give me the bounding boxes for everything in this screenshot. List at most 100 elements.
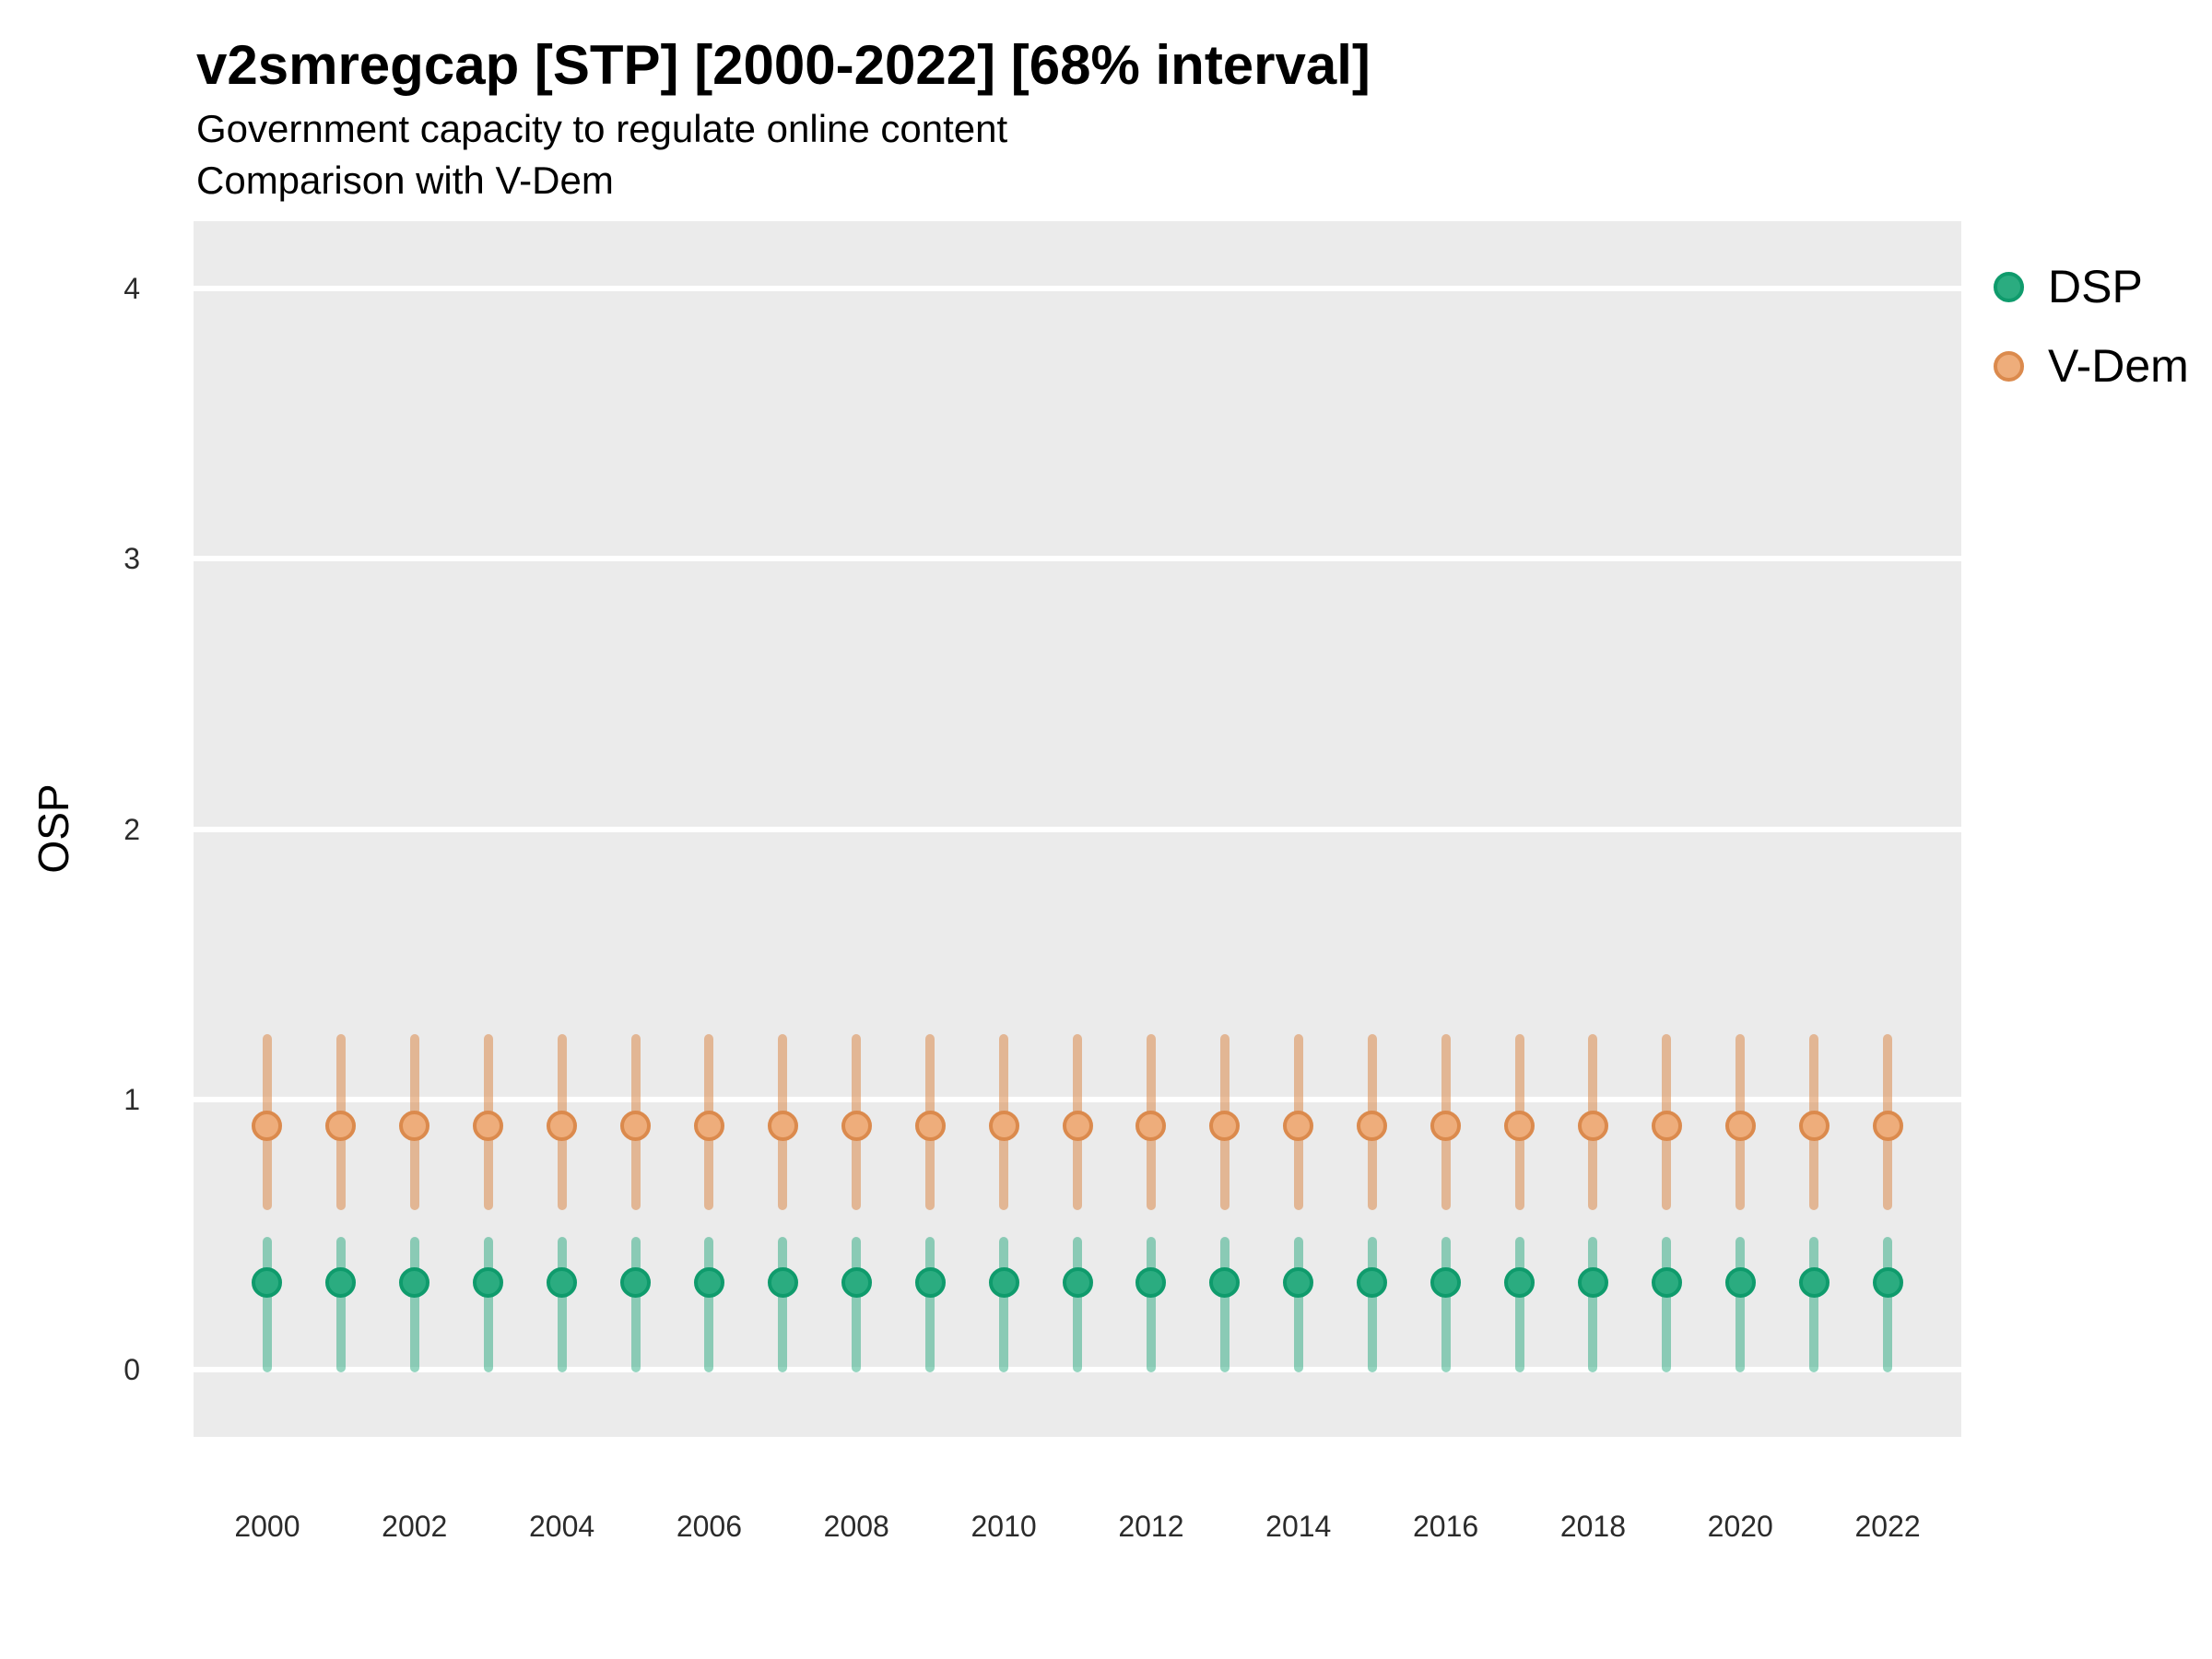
v-dem-point-2019 xyxy=(1651,1111,1682,1142)
v-dem-point-2007 xyxy=(767,1111,798,1142)
v-dem-point-2003 xyxy=(473,1111,504,1142)
v-dem-point-2020 xyxy=(1724,1111,1756,1142)
x-tick-label-2022: 2022 xyxy=(1854,1510,1921,1543)
plot-panel xyxy=(194,221,1961,1437)
x-tick-label-2010: 2010 xyxy=(971,1510,1037,1543)
v-dem-point-2018 xyxy=(1577,1111,1608,1142)
y-tick-label-0: 0 xyxy=(124,1352,140,1386)
dsp-interval-2006 xyxy=(704,1237,714,1372)
x-tick-label-2006: 2006 xyxy=(676,1510,742,1543)
x-tick-label-2008: 2008 xyxy=(823,1510,889,1543)
dsp-point-2019 xyxy=(1651,1267,1682,1299)
v-dem-point-2015 xyxy=(1357,1111,1388,1142)
dsp-interval-2011 xyxy=(1073,1237,1082,1372)
gridline-y-0 xyxy=(194,1366,1961,1372)
dsp-interval-2009 xyxy=(925,1237,935,1372)
dsp-interval-2016 xyxy=(1441,1237,1451,1372)
dsp-interval-2004 xyxy=(557,1237,567,1372)
dsp-interval-2000 xyxy=(262,1237,272,1372)
dsp-interval-2018 xyxy=(1588,1237,1598,1372)
dsp-point-2018 xyxy=(1577,1267,1608,1299)
dsp-interval-2008 xyxy=(852,1237,862,1372)
x-tick-label-2000: 2000 xyxy=(234,1510,300,1543)
dsp-point-2016 xyxy=(1430,1267,1462,1299)
chart-subtitle: Government capacity to regulate online c… xyxy=(196,107,1008,150)
dsp-point-2009 xyxy=(914,1267,946,1299)
legend-label-v-dem: V-Dem xyxy=(2048,340,2189,392)
dsp-point-2015 xyxy=(1357,1267,1388,1299)
v-dem-point-2011 xyxy=(1062,1111,1093,1142)
dsp-interval-2007 xyxy=(778,1237,788,1372)
dsp-point-2007 xyxy=(767,1267,798,1299)
dsp-interval-2015 xyxy=(1367,1237,1377,1372)
chart-title: v2smregcap [STP] [2000-2022] [68% interv… xyxy=(196,34,1371,96)
y-tick-label-4: 4 xyxy=(124,272,140,306)
dsp-interval-2001 xyxy=(335,1237,346,1372)
dsp-point-2014 xyxy=(1283,1267,1314,1299)
x-tick-label-2016: 2016 xyxy=(1412,1510,1479,1543)
dsp-point-2021 xyxy=(1798,1267,1830,1299)
legend-marker-dsp-icon xyxy=(1994,271,2024,302)
y-tick-label-1: 1 xyxy=(124,1082,140,1116)
dsp-interval-2021 xyxy=(1809,1237,1819,1372)
dsp-interval-2005 xyxy=(630,1237,641,1372)
dsp-point-2011 xyxy=(1062,1267,1093,1299)
dsp-interval-2014 xyxy=(1293,1237,1303,1372)
x-tick-label-2002: 2002 xyxy=(382,1510,448,1543)
dsp-interval-2012 xyxy=(1146,1237,1156,1372)
v-dem-point-2001 xyxy=(325,1111,357,1142)
v-dem-point-2009 xyxy=(914,1111,946,1142)
legend-label-dsp: DSP xyxy=(2048,261,2143,312)
dsp-point-2002 xyxy=(399,1267,430,1299)
v-dem-point-2004 xyxy=(547,1111,578,1142)
gridline-y-4 xyxy=(194,286,1961,292)
v-dem-point-2021 xyxy=(1798,1111,1830,1142)
gridline-y-3 xyxy=(194,556,1961,562)
dsp-interval-2022 xyxy=(1883,1237,1893,1372)
legend: DSP V-Dem xyxy=(1994,260,2189,393)
chart-subtitle-comparison: Comparison with V-Dem xyxy=(196,159,614,202)
x-tick-label-2018: 2018 xyxy=(1559,1510,1626,1543)
dsp-interval-2013 xyxy=(1219,1237,1230,1372)
v-dem-point-2008 xyxy=(841,1111,872,1142)
v-dem-point-2002 xyxy=(399,1111,430,1142)
dsp-point-2005 xyxy=(620,1267,651,1299)
v-dem-point-2005 xyxy=(620,1111,651,1142)
x-tick-label-2004: 2004 xyxy=(528,1510,595,1543)
legend-entry-v-dem: V-Dem xyxy=(1994,339,2189,393)
y-tick-label-2: 2 xyxy=(124,812,140,846)
dsp-point-2001 xyxy=(325,1267,357,1299)
dsp-point-2008 xyxy=(841,1267,872,1299)
dsp-point-2003 xyxy=(473,1267,504,1299)
dsp-point-2000 xyxy=(252,1267,283,1299)
dsp-interval-2017 xyxy=(1514,1237,1524,1372)
x-tick-label-2014: 2014 xyxy=(1265,1510,1332,1543)
v-dem-point-2013 xyxy=(1209,1111,1241,1142)
v-dem-point-2006 xyxy=(693,1111,724,1142)
v-dem-point-2017 xyxy=(1504,1111,1535,1142)
v-dem-point-2010 xyxy=(988,1111,1019,1142)
legend-marker-v-dem-icon xyxy=(1994,350,2024,382)
dsp-interval-2019 xyxy=(1662,1237,1672,1372)
dsp-point-2012 xyxy=(1135,1267,1167,1299)
v-dem-point-2012 xyxy=(1135,1111,1167,1142)
gridline-y-2 xyxy=(194,826,1961,832)
dsp-interval-2010 xyxy=(999,1237,1009,1372)
x-tick-label-2012: 2012 xyxy=(1118,1510,1184,1543)
dsp-interval-2002 xyxy=(409,1237,419,1372)
v-dem-point-2014 xyxy=(1283,1111,1314,1142)
dsp-interval-2020 xyxy=(1735,1237,1746,1372)
y-tick-label-3: 3 xyxy=(124,542,140,576)
dsp-point-2010 xyxy=(988,1267,1019,1299)
legend-entry-dsp: DSP xyxy=(1994,260,2189,313)
x-tick-label-2020: 2020 xyxy=(1707,1510,1773,1543)
dsp-point-2022 xyxy=(1872,1267,1903,1299)
dsp-point-2013 xyxy=(1209,1267,1241,1299)
dsp-point-2017 xyxy=(1504,1267,1535,1299)
v-dem-point-2022 xyxy=(1872,1111,1903,1142)
v-dem-point-2000 xyxy=(252,1111,283,1142)
dsp-point-2006 xyxy=(693,1267,724,1299)
dsp-point-2004 xyxy=(547,1267,578,1299)
dsp-point-2020 xyxy=(1724,1267,1756,1299)
